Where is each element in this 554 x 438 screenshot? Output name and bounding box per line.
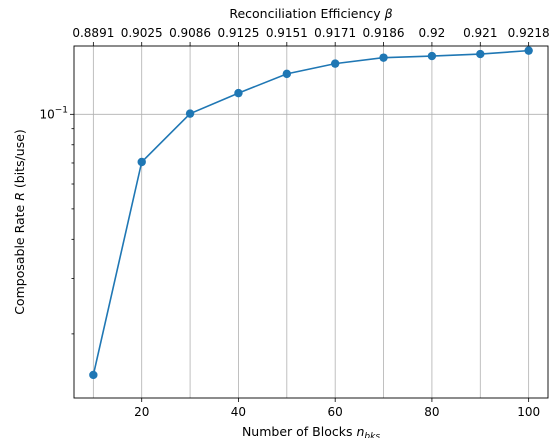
top-tick-label: 0.9151	[266, 26, 308, 40]
data-point	[427, 51, 437, 61]
series	[89, 46, 533, 380]
top-tick-label: 0.921	[463, 26, 497, 40]
data-point	[379, 53, 388, 62]
top-tick-label: 0.9086	[169, 26, 211, 40]
data-point	[185, 109, 195, 118]
top-tick-label: 0.9125	[217, 26, 259, 40]
data-point	[234, 88, 243, 98]
top-tick-label: 0.9218	[508, 26, 550, 40]
data-point	[89, 370, 98, 380]
data-point	[282, 69, 292, 79]
x-tick-label: 20	[134, 405, 149, 419]
y-tick-label: 10−1	[39, 105, 68, 121]
top-tick-label: 0.9186	[363, 26, 405, 40]
top-tick-label: 0.8891	[72, 26, 114, 40]
ticks: 20 40 60 80 100 0.8891 0.9025 0.9086 0.9125 0.915…	[39, 26, 549, 419]
grid	[74, 46, 548, 398]
series-line	[92, 49, 529, 376]
data-point	[524, 46, 533, 55]
top-tick-label: 0.9171	[314, 26, 356, 40]
top-axis-label: Reconciliation Efficiency β	[229, 6, 392, 21]
top-tick-label: 0.9025	[121, 26, 163, 40]
data-point	[330, 59, 340, 68]
data-point	[137, 157, 146, 167]
y-axis-label: Composable Rate R (bits/use)	[12, 129, 27, 315]
data-point	[476, 49, 485, 59]
top-tick-label: 0.92	[419, 26, 446, 40]
x-tick-label: 80	[424, 405, 439, 419]
x-tick-label: 100	[517, 405, 540, 419]
x-tick-label: 40	[231, 405, 246, 419]
plot-frame	[73, 45, 549, 399]
x-tick-label: 60	[328, 405, 343, 419]
x-axis-label: Number of Blocks nbks	[242, 424, 380, 438]
